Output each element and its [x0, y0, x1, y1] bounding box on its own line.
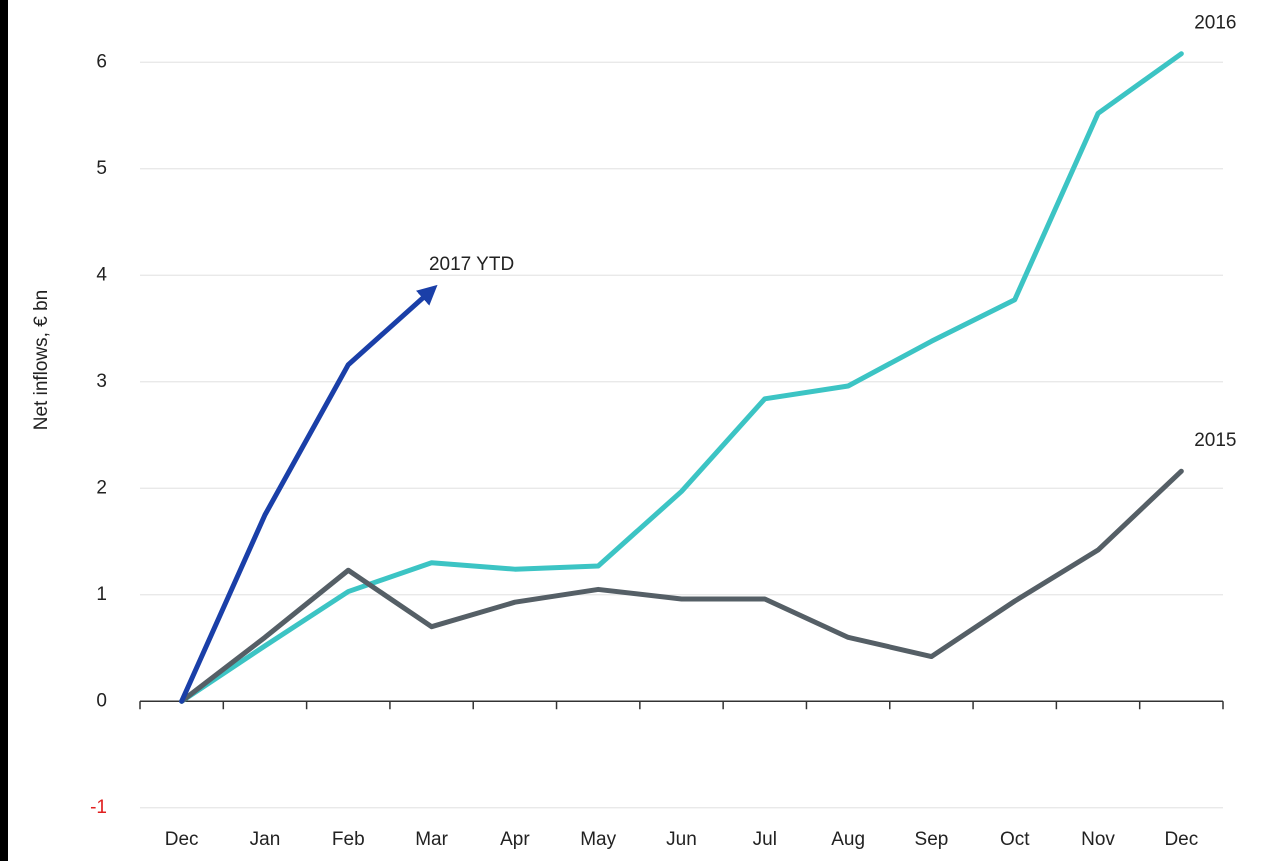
y-tick-label: 3 [96, 371, 107, 392]
left-border [0, 0, 8, 861]
x-tick-label: Sep [915, 829, 949, 850]
x-tick-label: Jul [753, 829, 777, 850]
x-tick-label: Dec [165, 829, 199, 850]
x-tick-label: Nov [1081, 829, 1115, 850]
series-line [179, 284, 438, 704]
x-tick-label: Oct [1000, 829, 1030, 850]
x-tick-label: Feb [332, 829, 365, 850]
x-tick-label: May [580, 829, 616, 850]
series-label: 2015 [1194, 430, 1236, 451]
x-tick-label: Apr [500, 829, 530, 850]
y-tick-label: 0 [96, 690, 107, 711]
y-tick-label: 5 [96, 158, 107, 179]
x-tick-label: Aug [831, 829, 865, 850]
y-tick-label: 2 [96, 477, 107, 498]
y-tick-label: 1 [96, 584, 107, 605]
x-tick-label: Dec [1164, 829, 1198, 850]
y-tick-label: -1 [90, 797, 107, 818]
x-tick-label: Mar [415, 829, 448, 850]
series-line [179, 468, 1184, 704]
x-tick-label: Jun [666, 829, 697, 850]
series-line [179, 51, 1184, 704]
series-label: 2016 [1194, 13, 1236, 34]
y-tick-label: 6 [96, 51, 107, 72]
y-axis-label: Net inflows, € bn [31, 290, 52, 430]
y-tick-label: 4 [96, 264, 107, 285]
x-tick-label: Jan [250, 829, 281, 850]
series-label: 2017 YTD [429, 254, 514, 275]
